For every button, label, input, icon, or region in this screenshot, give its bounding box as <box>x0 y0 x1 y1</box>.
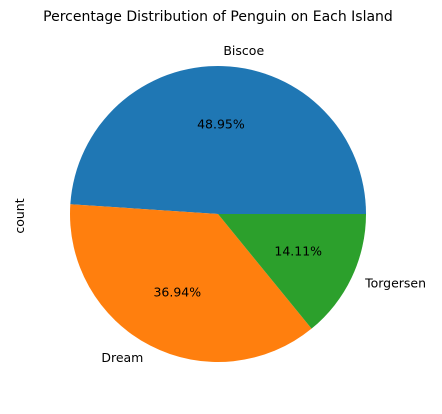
pie-slice-torgersen <box>218 214 366 329</box>
pie-slices <box>70 65 367 362</box>
y-axis-label: count <box>12 198 27 233</box>
chart-title: Percentage Distribution of Penguin on Ea… <box>43 9 393 25</box>
pct-label-biscoe: 48.95% <box>197 117 245 132</box>
slice-label-torgersen: Torgersen <box>364 275 426 290</box>
pie-slice-biscoe <box>70 65 367 214</box>
slice-label-biscoe: Biscoe <box>223 43 264 58</box>
pct-label-torgersen: 14.11% <box>274 244 322 259</box>
pct-label-dream: 36.94% <box>153 284 201 299</box>
pie-slice-dream <box>70 204 312 362</box>
slice-label-dream: Dream <box>101 350 143 365</box>
pie-labels: Biscoe 48.95% Dream 36.94% Torgersen 14.11% <box>101 43 426 365</box>
